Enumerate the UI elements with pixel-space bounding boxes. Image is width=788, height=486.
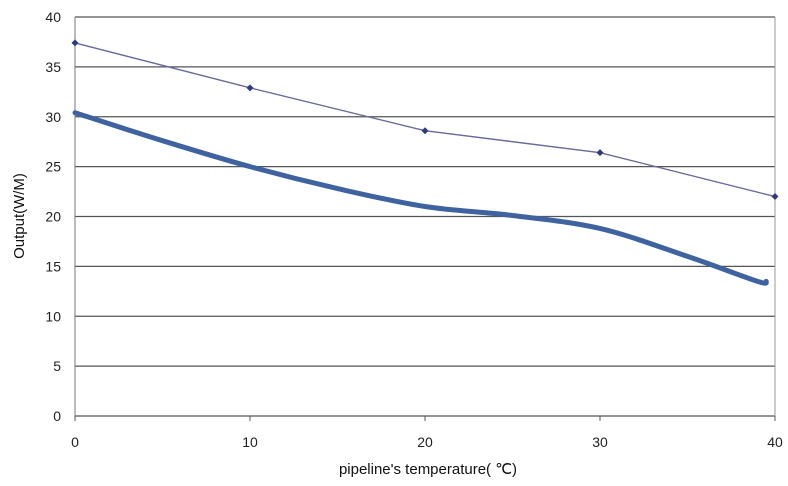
y-tick-label-20: 20: [45, 209, 61, 225]
x-tick-label-30: 30: [592, 434, 608, 450]
y-tick-label-0: 0: [53, 408, 61, 424]
x-tick-label-10: 10: [242, 434, 258, 450]
series-1-point-3: [596, 149, 604, 157]
series-1-point-2: [421, 127, 429, 135]
x-axis-ticks: 0 10 20 30 40: [71, 416, 783, 450]
series-1-point-4: [771, 193, 779, 201]
y-tick-label-35: 35: [45, 59, 61, 75]
y-tick-label-30: 30: [45, 109, 61, 125]
series-2-line: [72, 110, 769, 286]
grid-lines: [75, 16, 775, 367]
x-tick-label-40: 40: [767, 434, 783, 450]
series-1-line: [74, 42, 776, 198]
series-1-point-0: [71, 39, 79, 47]
series-1-point-1: [246, 84, 254, 92]
y-tick-label-40: 40: [45, 9, 61, 25]
y-axis-ticks: 0 5 10 15 20 25 30 35 40: [45, 9, 61, 424]
y-tick-label-5: 5: [53, 358, 61, 374]
y-tick-label-25: 25: [45, 159, 61, 175]
y-axis-label: Output(W/M): [11, 173, 28, 259]
y-tick-label-15: 15: [45, 258, 61, 274]
y-tick-label-10: 10: [45, 308, 61, 324]
x-tick-label-0: 0: [71, 434, 79, 450]
series-group: [71, 39, 779, 286]
x-axis-label: pipeline's temperature( ℃): [339, 461, 517, 478]
x-tick-label-20: 20: [417, 434, 433, 450]
